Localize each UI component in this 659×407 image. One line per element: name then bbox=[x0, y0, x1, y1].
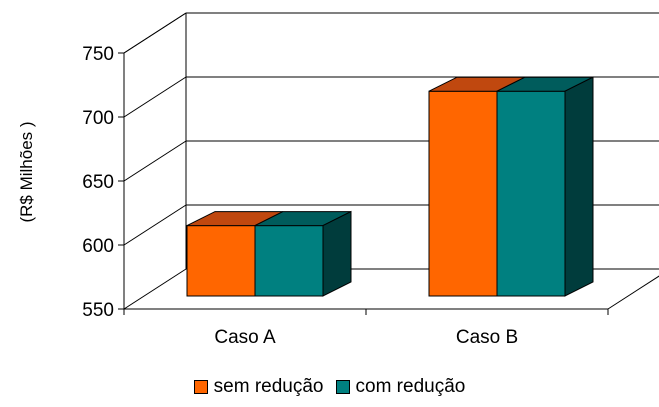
floor-right-edge bbox=[607, 275, 659, 310]
y-tick-label: 650 bbox=[82, 172, 114, 193]
x-tick-label: Caso B bbox=[456, 327, 518, 348]
bar-side-face bbox=[564, 76, 594, 297]
y-tick-label: 750 bbox=[82, 44, 114, 65]
y-tick-label: 700 bbox=[82, 108, 114, 129]
x-axis-categories: Caso A Caso B bbox=[123, 309, 609, 348]
gridline-diagonal bbox=[123, 140, 187, 182]
bars bbox=[186, 76, 594, 297]
floor-left-edge bbox=[123, 268, 187, 310]
legend-item: sem redução bbox=[193, 376, 324, 398]
y-axis-label: (R$ Milhões ) bbox=[17, 121, 36, 222]
bar-side-face bbox=[322, 210, 352, 297]
x-tick-label: Caso A bbox=[214, 327, 276, 348]
legend-label: sem redução bbox=[213, 376, 324, 397]
legend-item: com redução bbox=[335, 376, 466, 398]
gridline-diagonal bbox=[123, 76, 187, 118]
y-axis-ticks: 550 600 650 700 750 bbox=[82, 44, 124, 321]
gridline-diagonal bbox=[123, 204, 187, 246]
bar-sem-reducao bbox=[428, 90, 498, 297]
bar-com-reducao bbox=[254, 225, 324, 297]
legend: sem redução com redução bbox=[0, 374, 659, 400]
legend-swatch bbox=[193, 380, 208, 394]
y-tick-label: 550 bbox=[82, 300, 114, 321]
gridline-diagonal bbox=[123, 12, 187, 54]
legend-swatch bbox=[335, 380, 350, 394]
legend-label: com redução bbox=[355, 376, 466, 397]
y-tick-label: 600 bbox=[82, 236, 114, 257]
bar-com-reducao bbox=[496, 90, 566, 297]
bar-sem-reducao bbox=[186, 225, 256, 297]
